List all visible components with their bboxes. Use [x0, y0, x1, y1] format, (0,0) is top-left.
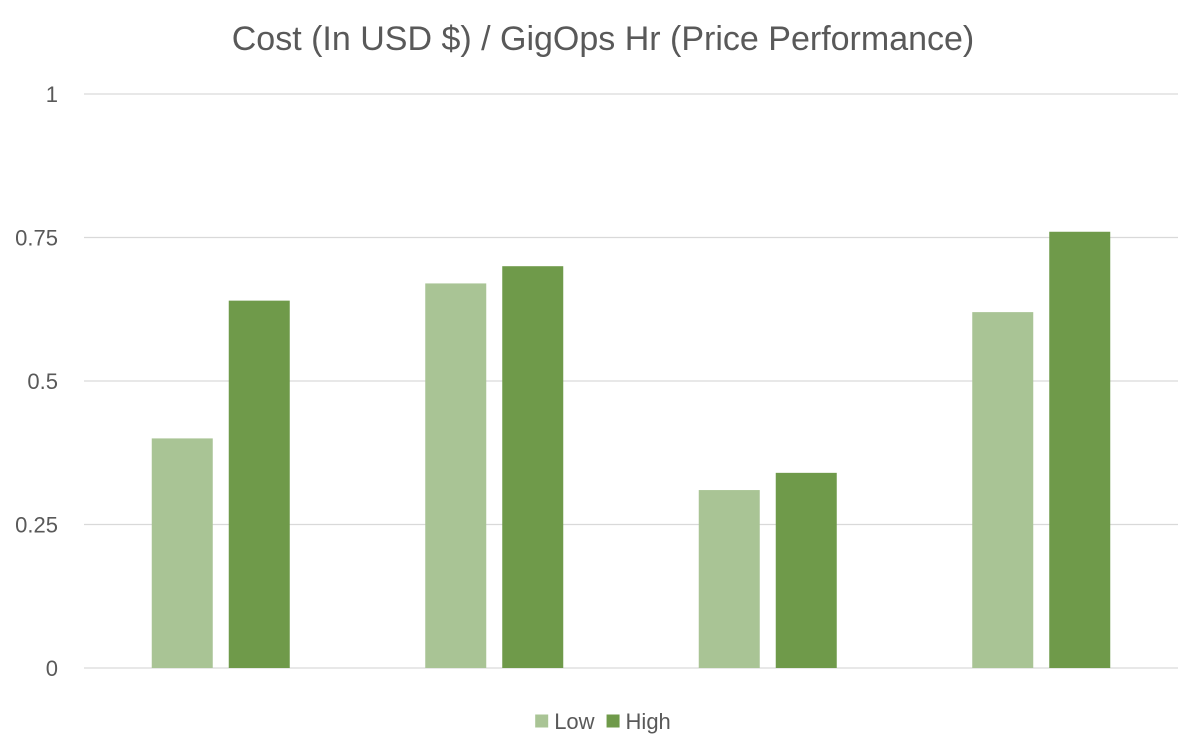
y-tick-label: 0.25 [15, 513, 58, 538]
bar-high-1 [228, 300, 290, 668]
legend-item-low: Low [535, 709, 595, 734]
bars [151, 231, 1111, 668]
legend-swatch [606, 714, 620, 728]
legend-swatch [535, 714, 549, 728]
bar-high-3 [775, 472, 837, 668]
y-tick-label: 0 [46, 656, 58, 681]
legend-item-high: High [606, 709, 671, 734]
legend: Low High [535, 709, 671, 734]
bar-low-3 [698, 490, 760, 668]
bar-low-1 [151, 438, 213, 668]
y-tick-label: 0.75 [15, 226, 58, 251]
y-tick-label: 0.5 [27, 369, 58, 394]
bar-high-2 [502, 266, 564, 668]
chart-title: Cost (In USD $) / GigOps Hr (Price Perfo… [232, 20, 975, 58]
bar-low-4 [972, 312, 1034, 668]
legend-label: Low [554, 709, 594, 734]
y-tick-label: 1 [46, 82, 58, 107]
bar-high-4 [1049, 231, 1111, 668]
y-axis-tick-labels: 0 0.25 0.5 0.75 1 [15, 82, 58, 681]
bar-low-2 [425, 283, 487, 668]
legend-label: High [626, 709, 671, 734]
